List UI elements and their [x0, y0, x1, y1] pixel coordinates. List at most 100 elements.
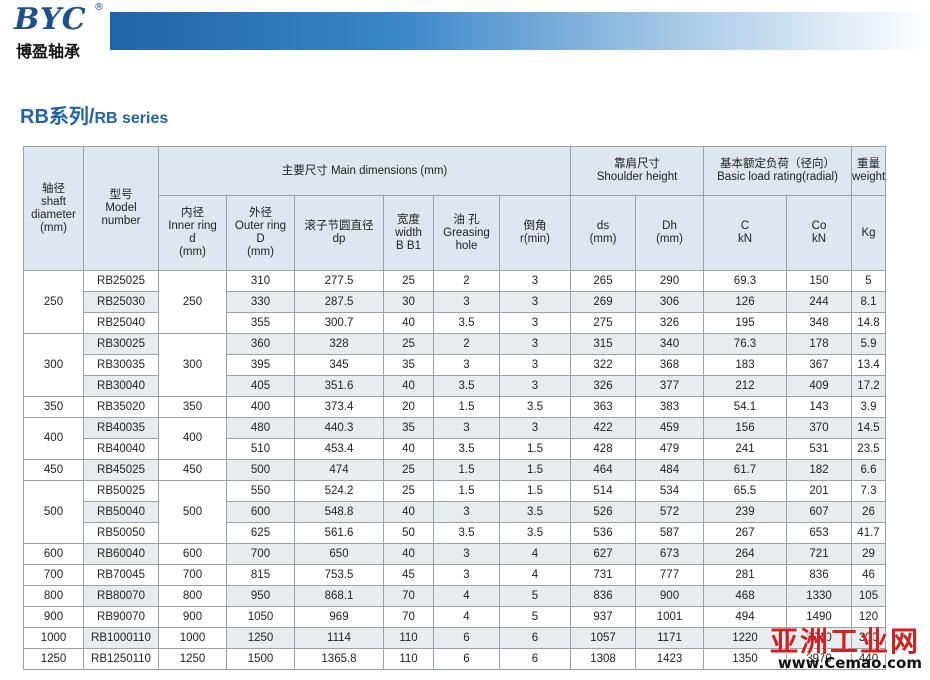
table-cell: RB30040 [83, 375, 159, 397]
table-cell: 195 [703, 312, 787, 334]
table-cell: 3 [433, 543, 500, 565]
table-cell: 41.7 [851, 522, 886, 544]
table-cell: 5 [851, 270, 886, 292]
table-cell: 1000 [158, 627, 227, 649]
watermark: 亚洲工业网 www.Cemao.com [742, 614, 930, 680]
table-cell: 40 [383, 438, 434, 460]
table-cell: RB50040 [83, 501, 159, 523]
table-cell: 3 [433, 501, 500, 523]
table-row: 250 RB25025 250 310 277.5 25 2 3 265 290 69.3 150 5 [23, 270, 886, 334]
table-cell: 600 [226, 501, 295, 523]
table-cell: 287.5 [294, 291, 384, 313]
table-cell: 183 [703, 354, 787, 376]
table-cell: 6 [433, 648, 500, 670]
table-cell: 900 [23, 606, 84, 628]
registered-mark: ® [94, 2, 104, 13]
table-cell: 345 [294, 354, 384, 376]
table-cell: 201 [786, 480, 852, 502]
table-cell: 40 [383, 375, 434, 397]
table-cell: 3 [433, 354, 500, 376]
table-cell: 69.3 [703, 270, 787, 292]
header-width: 宽度 width B B1 [383, 195, 434, 271]
table-cell: 315 [570, 333, 636, 355]
table-cell: 900 [158, 606, 227, 628]
table-cell: 46 [851, 564, 886, 586]
table-cell: 1.5 [499, 438, 571, 460]
table-cell: 4 [499, 564, 571, 586]
table-cell: 17.2 [851, 375, 886, 397]
table-cell: RB25040 [83, 312, 159, 334]
table-cell: 1.5 [433, 396, 500, 418]
table-cell: 5 [499, 585, 571, 607]
table-cell: RB40040 [83, 438, 159, 460]
table-cell: 479 [635, 438, 704, 460]
table-row: 700 RB70045 700 815 753.5 45 3 4 731 777 281 836 46 [23, 564, 886, 586]
table-cell: 405 [226, 375, 295, 397]
table-cell: 348 [786, 312, 852, 334]
watermark-cn: 亚洲工业网 [769, 625, 920, 658]
spec-table-body: 250 RB25025 250 310 277.5 25 2 3 265 290 69.3 150 5 R… [23, 270, 886, 670]
table-cell: 241 [703, 438, 787, 460]
table-cell: 25 [383, 333, 434, 355]
table-cell: 534 [635, 480, 704, 502]
table-cell: 3 [499, 291, 571, 313]
table-cell: 395 [226, 354, 295, 376]
table-cell: 3 [499, 270, 571, 292]
table-cell: 340 [635, 333, 704, 355]
table-cell: 1423 [635, 648, 704, 670]
table-cell: 1.5 [499, 480, 571, 502]
table-cell: 363 [570, 396, 636, 418]
table-cell: 250 [158, 270, 227, 334]
table-cell: 4 [433, 585, 500, 607]
table-cell: 13.4 [851, 354, 886, 376]
table-cell: RB25025 [83, 270, 159, 292]
table-cell: RB60040 [83, 543, 159, 565]
header-inner-ring: 内径 Inner ring d (mm) [158, 195, 227, 271]
table-cell: RB70045 [83, 564, 159, 586]
table-cell: 25 [383, 459, 434, 481]
table-cell: 156 [703, 417, 787, 439]
table-cell: RB1250110 [83, 648, 159, 670]
table-cell: 1.5 [499, 459, 571, 481]
table-cell: 5.9 [851, 333, 886, 355]
table-row: 900 RB90070 900 1050 969 70 4 5 937 1001 494 1490 12… [23, 606, 886, 628]
table-cell: 350 [23, 396, 84, 418]
table-cell: 1365.8 [294, 648, 384, 670]
table-cell: 14.5 [851, 417, 886, 439]
table-cell: 350 [158, 396, 227, 418]
table-cell: 25 [383, 480, 434, 502]
table-row: RB30035 395 345 35 3 3 322 368 183 367 13.4 [24, 354, 886, 376]
table-cell: 480 [226, 417, 295, 439]
table-cell: 3.9 [851, 396, 886, 418]
table-cell: 35 [383, 417, 434, 439]
table-row: 450 RB45025 450 500 474 25 1.5 1.5 464 484 61.7 182… [23, 459, 886, 481]
table-cell: 969 [294, 606, 384, 628]
table-cell: 1057 [570, 627, 636, 649]
table-row: 1000 RB1000110 1000 1250 1114 110 6 6 1057 1171 12… [23, 627, 886, 649]
table-cell: 322 [570, 354, 636, 376]
table-cell: 607 [786, 501, 852, 523]
table-cell: 500 [226, 459, 295, 481]
brand-name-cn: 博盈轴承 [16, 42, 81, 61]
table-cell: 300.7 [294, 312, 384, 334]
table-cell: 126 [703, 291, 787, 313]
table-cell: 8.1 [851, 291, 886, 313]
table-cell: 6.6 [851, 459, 886, 481]
table-cell: 950 [226, 585, 295, 607]
table-cell: 1000 [23, 627, 84, 649]
table-cell: 550 [226, 480, 295, 502]
table-cell: 3970 [786, 648, 852, 670]
table-cell: 1350 [703, 648, 787, 670]
table-cell: 561.6 [294, 522, 384, 544]
table-cell: 61.7 [703, 459, 787, 481]
table-row: RB30040 405 351.6 40 3.5 3 326 377 212 409 17.2 [24, 375, 886, 397]
table-cell: 422 [570, 417, 636, 439]
table-cell: 400 [158, 417, 227, 460]
table-cell: 836 [570, 585, 636, 607]
table-cell: 1250 [23, 648, 84, 670]
table-cell: 548.8 [294, 501, 384, 523]
table-cell: 1.5 [433, 480, 500, 502]
table-cell: 514 [570, 480, 636, 502]
table-cell: 526 [570, 501, 636, 523]
header-co: Co kN [786, 195, 852, 271]
